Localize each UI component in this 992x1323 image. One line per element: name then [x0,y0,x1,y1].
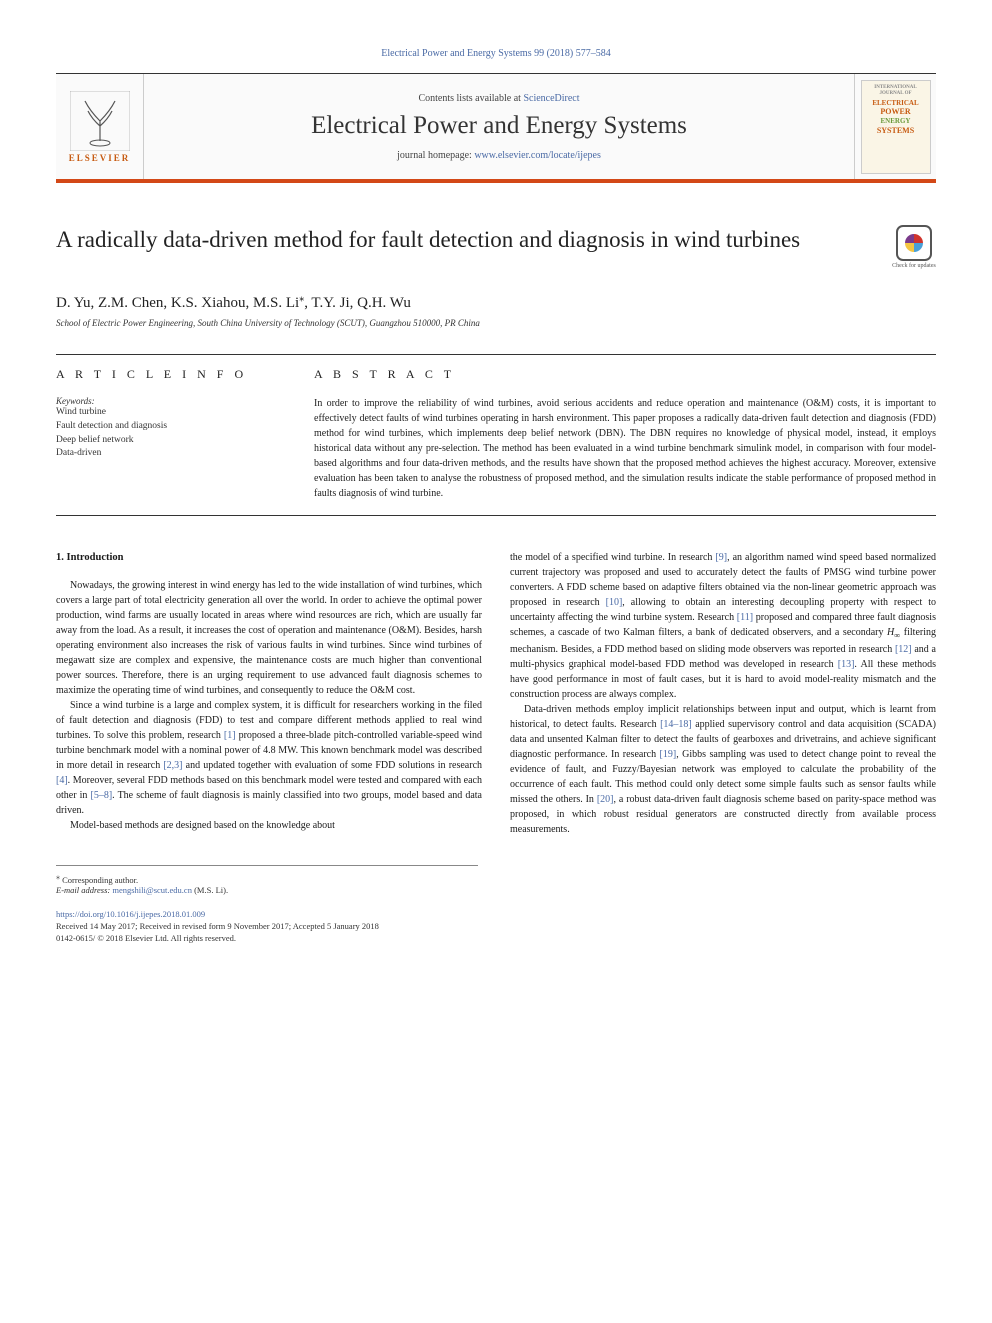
journal-cover: INTERNATIONAL JOURNAL OF ELECTRICAL POWE… [854,74,936,179]
check-updates-label: Check for updates [892,263,936,269]
affiliation: School of Electric Power Engineering, So… [56,318,936,328]
publisher-name: ELSEVIER [69,153,131,163]
journal-header: ELSEVIER Contents lists available at Sci… [56,73,936,183]
cover-thumbnail: INTERNATIONAL JOURNAL OF ELECTRICAL POWE… [861,80,931,174]
publisher-logo: ELSEVIER [56,74,144,179]
doi-link[interactable]: https://doi.org/10.1016/j.ijepes.2018.01… [56,909,205,919]
keyword-item: Fault detection and diagnosis [56,420,286,434]
keyword-item: Wind turbine [56,406,286,420]
abstract-column: A B S T R A C T In order to improve the … [314,354,936,501]
citation[interactable]: [1] [224,730,236,741]
citation[interactable]: [4] [56,775,68,786]
citation[interactable]: [14–18] [660,719,692,730]
paragraph: the model of a specified wind turbine. I… [510,550,936,702]
homepage-link[interactable]: www.elsevier.com/locate/ijepes [474,150,601,161]
paragraph: Model-based methods are designed based o… [56,818,482,833]
email-label: E-mail address: [56,885,110,895]
right-column: the model of a specified wind turbine. I… [510,550,936,837]
copyright-line: 0142-0615/ © 2018 Elsevier Ltd. All righ… [56,933,936,945]
paragraph: Nowadays, the growing interest in wind e… [56,578,482,698]
citation[interactable]: [9] [715,552,727,563]
abstract-text: In order to improve the reliability of w… [314,396,936,501]
authors-tail: , T.Y. Ji, Q.H. Wu [304,295,411,311]
authors-main: D. Yu, Z.M. Chen, K.S. Xiahou, M.S. Li [56,295,299,311]
cover-line-4: ENERGY [881,117,911,125]
keyword-item: Deep belief network [56,434,286,448]
article-info-column: A R T I C L E I N F O Keywords: Wind tur… [56,354,286,501]
check-for-updates[interactable]: Check for updates [892,225,936,275]
abstract-heading: A B S T R A C T [314,367,936,382]
homepage-prefix: journal homepage: [397,150,474,161]
journal-reference-link[interactable]: Electrical Power and Energy Systems 99 (… [381,48,611,59]
abstract-bottom-rule [56,515,936,516]
corr-label: Corresponding author. [62,875,138,885]
cover-line-5: SYSTEMS [877,126,914,136]
keyword-item: Data-driven [56,447,286,461]
article-info-heading: A R T I C L E I N F O [56,367,286,382]
elsevier-tree-icon [70,91,130,151]
received-dates: Received 14 May 2017; Received in revise… [56,921,936,933]
corr-mark-icon: ⁎ [56,872,60,881]
journal-homepage: journal homepage: www.elsevier.com/locat… [144,150,854,161]
citation[interactable]: [10] [606,597,623,608]
publication-info: https://doi.org/10.1016/j.ijepes.2018.01… [56,909,936,945]
left-column: 1. Introduction Nowadays, the growing in… [56,550,482,837]
sciencedirect-link[interactable]: ScienceDirect [523,93,579,104]
cover-line-2: ELECTRICAL [872,99,918,107]
article-title: A radically data-driven method for fault… [56,225,880,255]
email-link[interactable]: mengshili@scut.edu.cn [112,885,192,895]
paragraph: Data-driven methods employ implicit rela… [510,702,936,837]
citation[interactable]: [13] [838,659,855,670]
citation[interactable]: [2,3] [163,760,182,771]
author-list: D. Yu, Z.M. Chen, K.S. Xiahou, M.S. Li⁎,… [56,293,936,312]
citation[interactable]: [5–8] [91,790,113,801]
section-heading: 1. Introduction [56,550,482,566]
footnotes: ⁎ Corresponding author. E-mail address: … [56,865,478,895]
crossmark-icon [896,225,932,261]
paragraph: Since a wind turbine is a large and comp… [56,698,482,818]
cover-line-3: POWER [880,107,910,117]
body-two-column: 1. Introduction Nowadays, the growing in… [56,550,936,837]
journal-reference: Electrical Power and Energy Systems 99 (… [56,48,936,59]
contents-prefix: Contents lists available at [418,93,523,104]
citation[interactable]: [20] [597,794,614,805]
cover-line-1: INTERNATIONAL JOURNAL OF [864,85,928,97]
corresponding-author-note: ⁎ Corresponding author. [56,872,478,885]
header-center: Contents lists available at ScienceDirec… [144,85,854,169]
citation[interactable]: [11] [737,612,753,623]
journal-title: Electrical Power and Energy Systems [144,112,854,140]
keywords-label: Keywords: [56,396,286,406]
email-name: (M.S. Li). [194,885,228,895]
contents-available: Contents lists available at ScienceDirec… [144,93,854,104]
email-line: E-mail address: mengshili@scut.edu.cn (M… [56,885,478,895]
citation[interactable]: [19] [660,749,677,760]
citation[interactable]: [12] [895,644,912,655]
